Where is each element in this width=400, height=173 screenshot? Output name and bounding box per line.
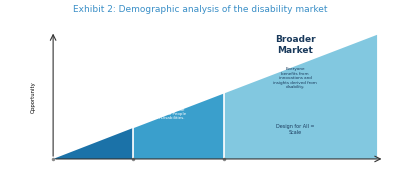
Text: Design for All =
Scale: Design for All = Scale — [276, 124, 314, 135]
Text: Everyone
benefits from
innovations and
insights derived from
disability.: Everyone benefits from innovations and i… — [273, 67, 317, 89]
Text: Exhibit 2: Demographic analysis of the disability market: Exhibit 2: Demographic analysis of the d… — [73, 5, 327, 14]
Polygon shape — [224, 35, 377, 159]
Polygon shape — [53, 128, 133, 159]
Text: Broader
Market: Broader Market — [275, 35, 316, 55]
Text: 'Evangelists'
Ready to act and
'preach' to others
about the value
inherent in Pe: 'Evangelists' Ready to act and 'preach' … — [149, 94, 186, 120]
Polygon shape — [133, 93, 224, 159]
Text: People with
Disabilities
(PWD): People with Disabilities (PWD) — [40, 46, 92, 77]
Text: Opportunity: Opportunity — [30, 81, 36, 113]
Text: 71%
non-visible

Sensory,
Cognitive,
Chronic.: 71% non-visible Sensory, Cognitive, Chro… — [92, 103, 114, 129]
Text: 29%
Visible: 29% Visible — [56, 143, 69, 151]
Text: Friends &
Family: Friends & Family — [147, 46, 188, 66]
